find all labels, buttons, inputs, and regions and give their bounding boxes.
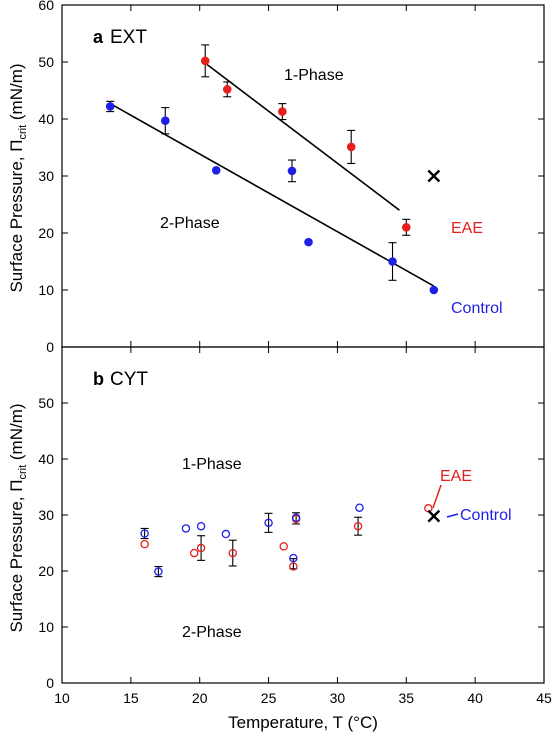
panel-b-region-2phase: 2-Phase	[182, 624, 242, 641]
x-tick-label: 30	[330, 690, 346, 706]
control-point	[264, 518, 273, 528]
panel-b-control-pointer	[446, 513, 459, 518]
control-point	[355, 503, 364, 512]
data-markers	[105, 56, 441, 576]
cross-marker	[427, 509, 441, 523]
control-point	[196, 521, 206, 531]
control-point	[154, 567, 163, 576]
fit-line	[109, 102, 435, 287]
eae-point	[222, 85, 232, 94]
y-tick-label: 0	[46, 339, 54, 355]
y-tick-label: 30	[38, 507, 54, 523]
y-tick-label: 40	[38, 111, 54, 127]
panel-b-title: CYT	[110, 369, 148, 390]
control-point	[388, 257, 397, 266]
error-bars	[106, 44, 411, 578]
fit-lines	[109, 62, 435, 287]
x-tick-label: 40	[467, 690, 483, 706]
panel-a-ylabel: Surface Pressure, Πcrit (mN/m)	[7, 63, 29, 292]
panel-b-region-1phase: 1-Phase	[182, 456, 242, 473]
y-tick-label: 60	[38, 0, 54, 13]
control-point	[304, 237, 313, 247]
control-point	[429, 285, 439, 295]
panel-a-frame	[61, 4, 545, 348]
eae-point	[289, 562, 298, 571]
eae-point	[278, 107, 287, 116]
panel-a-label-eae: EAE	[451, 220, 483, 237]
y-tick-label: 10	[38, 282, 54, 298]
panel-a-label-control: Control	[451, 300, 503, 317]
y-tick-label: 20	[38, 563, 54, 579]
x-axis-label: Temperature, T (°C)	[228, 713, 378, 732]
panel-b-label-control: Control	[460, 507, 512, 524]
control-point	[289, 553, 298, 563]
eae-point	[401, 223, 411, 232]
y-tick-label: 50	[38, 395, 54, 411]
x-tick-label: 25	[261, 690, 277, 706]
eae-point	[200, 56, 210, 66]
control-point	[181, 524, 191, 533]
panel-b-letter: b	[93, 369, 104, 389]
eae-point	[353, 521, 363, 531]
panel-b-ylabel: Surface Pressure, Πcrit (mN/m)	[7, 403, 29, 632]
eae-point	[346, 142, 356, 152]
eae-point	[279, 542, 288, 551]
control-point	[221, 529, 231, 539]
x-tick-label: 45	[536, 690, 552, 706]
control-point	[287, 166, 297, 176]
cross-marker	[427, 169, 441, 183]
panel-a-title: EXT	[110, 27, 147, 48]
y-tick-label: 10	[38, 619, 54, 635]
panel-a-region-2phase: 2-Phase	[160, 215, 220, 232]
control-point	[160, 116, 170, 126]
y-tick-label: 50	[38, 54, 54, 70]
eae-point	[196, 543, 206, 553]
x-tick-label: 15	[123, 690, 139, 706]
panel-b-eae-pointer	[432, 484, 442, 509]
panel-b-label-eae: EAE	[440, 468, 472, 485]
eae-point	[228, 548, 238, 558]
control-point	[105, 102, 115, 111]
y-tick-label: 0	[46, 675, 54, 691]
control-point	[140, 529, 149, 538]
y-tick-label: 30	[38, 168, 54, 184]
eae-point	[189, 548, 199, 558]
panel-a-letter: a	[93, 27, 104, 47]
control-point	[211, 166, 221, 175]
y-tick-label: 40	[38, 451, 54, 467]
y-tick-label: 20	[38, 225, 54, 241]
x-tick-label: 35	[398, 690, 414, 706]
panel-a-region-1phase: 1-Phase	[284, 67, 344, 84]
x-tick-label: 10	[54, 690, 70, 706]
eae-point	[140, 539, 149, 549]
x-tick-label: 20	[192, 690, 208, 706]
control-point	[291, 513, 301, 523]
fit-line	[204, 62, 400, 211]
